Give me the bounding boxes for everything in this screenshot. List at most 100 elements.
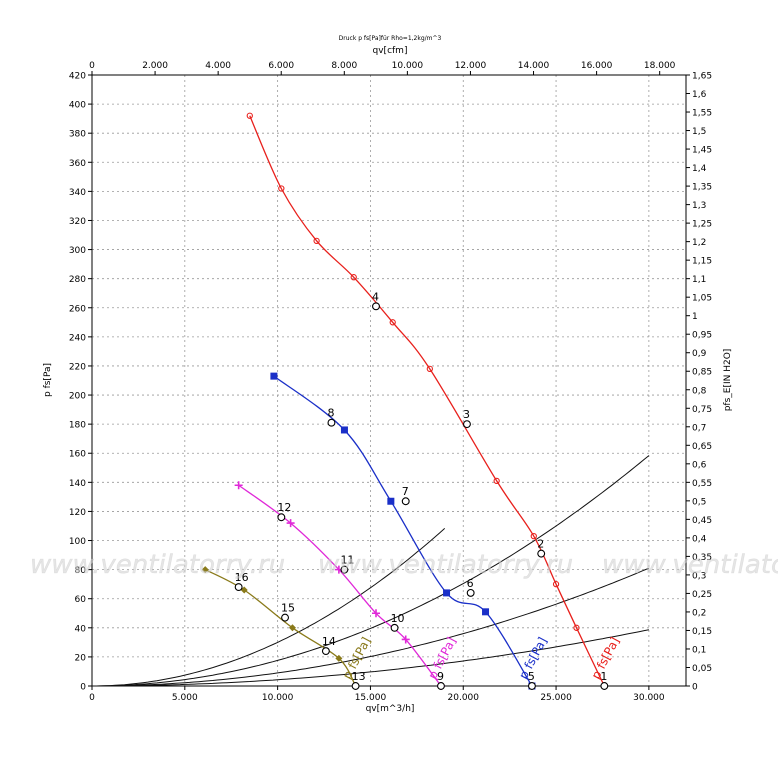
y-right-tick-label: 1,15 xyxy=(692,257,712,267)
fan-curve-point xyxy=(286,519,295,528)
x-top-axis-label: qv[cfm] xyxy=(373,46,408,56)
fan-curve-point xyxy=(530,533,537,540)
x-tick-label: 0 xyxy=(89,693,95,703)
operating-point-label: 12 xyxy=(277,501,291,514)
y-tick-label: 100 xyxy=(69,537,86,547)
y-tick-label: 400 xyxy=(69,101,86,111)
y-right-tick-label: 0,2 xyxy=(692,608,706,618)
operating-point-label: 5 xyxy=(528,670,535,683)
system-curve xyxy=(92,528,446,687)
y-right-tick-label: 0,5 xyxy=(692,497,706,507)
operating-point xyxy=(600,682,609,690)
axes: 0 5.000 10.000 15.000 20.000 25.000 30.0000204… xyxy=(69,61,712,703)
y-tick-label: 60 xyxy=(75,595,87,605)
y-tick-label: 380 xyxy=(69,130,86,140)
operating-point xyxy=(321,647,330,656)
x-top-tick-label: 16.000 xyxy=(581,61,613,71)
y-right-tick-label: 1,4 xyxy=(692,164,707,174)
y-right-tick-label: 1,3 xyxy=(692,201,706,211)
fan-curve-point xyxy=(234,481,243,490)
system-curve xyxy=(92,455,650,687)
watermark-text: www.ventilatorry.ru xyxy=(602,550,778,580)
y-tick-label: 140 xyxy=(69,479,86,489)
operating-point xyxy=(527,682,536,690)
fan-curve-point xyxy=(552,581,560,588)
y-right-tick-label: 0 xyxy=(692,683,698,693)
y-right-tick-label: 0,25 xyxy=(692,590,712,600)
y-right-axis-label: pfs_E[IN H2O] xyxy=(723,349,733,412)
operating-point-label: 15 xyxy=(281,602,295,615)
x-top-tick-label: 18.000 xyxy=(644,61,676,71)
y-right-tick-label: 0,55 xyxy=(692,479,712,489)
watermark-text: www.ventilatorry.ru xyxy=(318,550,573,580)
chart-subtitle: Druck p fs[Pa]für Rho=1,2kg/m^3 xyxy=(339,35,442,42)
operating-point xyxy=(277,513,286,522)
operating-point-label: 1 xyxy=(600,670,607,683)
fan-curve-point xyxy=(401,635,410,644)
fan-curve-line xyxy=(273,375,533,687)
y-right-tick-label: 1 xyxy=(692,312,698,322)
y-right-tick-label: 1,45 xyxy=(692,146,712,156)
operating-point xyxy=(437,682,445,690)
y-right-tick-label: 0,7 xyxy=(692,423,706,433)
x-tick-label: 30.000 xyxy=(633,693,665,703)
fan-curve-point xyxy=(313,237,320,244)
system-curve xyxy=(92,567,650,687)
x-tick-label: 20.000 xyxy=(448,693,480,703)
operating-point-label: 7 xyxy=(402,485,409,498)
system-curve xyxy=(92,629,649,687)
fan-curve-point xyxy=(350,274,357,281)
x-tick-label: 25.000 xyxy=(540,693,572,703)
x-top-tick-label: 8.000 xyxy=(331,61,357,71)
y-right-tick-label: 0,45 xyxy=(692,516,712,526)
x-tick-label: 10.000 xyxy=(262,693,294,703)
operating-point-label: 4 xyxy=(372,290,379,303)
y-right-tick-label: 0,35 xyxy=(692,553,712,563)
operating-point xyxy=(340,565,349,574)
y-right-tick-label: 1,35 xyxy=(692,183,712,193)
x-tick-label: 5.000 xyxy=(172,693,198,703)
operating-point-label: 9 xyxy=(437,670,444,683)
system-curves xyxy=(92,455,650,687)
x-top-tick-label: 14.000 xyxy=(518,61,550,71)
operating-point-label: 3 xyxy=(463,408,470,421)
fan-curve-point xyxy=(482,608,490,616)
y-tick-label: 0 xyxy=(80,683,86,693)
fan-curve-point xyxy=(201,566,209,574)
y-right-tick-label: 1,2 xyxy=(692,238,706,248)
operating-point xyxy=(327,418,336,427)
y-tick-label: 300 xyxy=(69,246,86,256)
operating-point-label: 8 xyxy=(327,407,334,420)
fan-curve-point xyxy=(573,624,580,631)
y-right-tick-label: 0,85 xyxy=(692,368,712,378)
x-top-tick-label: 12.000 xyxy=(455,61,487,71)
y-right-tick-label: 0,05 xyxy=(692,664,712,674)
fan-curve-point xyxy=(372,609,381,618)
watermark: www.ventilatorry.ru www.ventilatorry.ru ww… xyxy=(30,550,778,581)
y-tick-label: 180 xyxy=(69,421,86,431)
y-axis-label: p fs[Pa] xyxy=(43,363,53,397)
y-right-tick-label: 1,55 xyxy=(692,109,712,119)
operating-point-label: 11 xyxy=(340,554,354,567)
y-right-tick-label: 0,1 xyxy=(692,645,706,655)
y-right-tick-label: 0,9 xyxy=(692,349,707,359)
operating-point xyxy=(372,302,380,311)
y-right-tick-label: 1,25 xyxy=(692,220,712,230)
y-tick-label: 160 xyxy=(69,450,86,460)
y-tick-label: 240 xyxy=(69,333,86,343)
y-right-tick-label: 1,1 xyxy=(692,275,706,285)
y-tick-label: 360 xyxy=(69,159,86,169)
fan-curve-point xyxy=(246,112,253,119)
operating-point xyxy=(463,420,471,429)
fan-curve-point xyxy=(340,426,348,434)
y-right-tick-label: 1,5 xyxy=(692,127,706,137)
y-right-tick-label: 0,3 xyxy=(692,571,706,581)
operating-point xyxy=(234,583,243,592)
plot-frame xyxy=(91,74,687,687)
y-right-tick-label: 1,6 xyxy=(692,90,707,100)
fan-curve-point xyxy=(278,185,285,192)
operating-point xyxy=(537,549,546,558)
